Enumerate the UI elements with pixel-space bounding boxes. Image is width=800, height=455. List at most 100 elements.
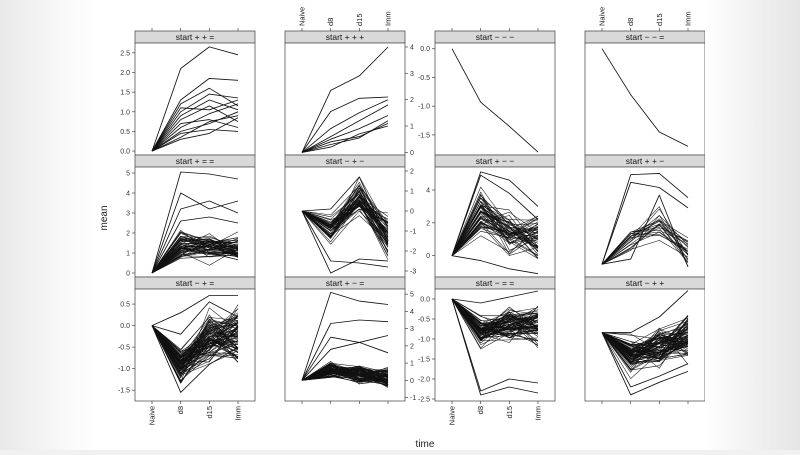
series-line [301, 205, 389, 241]
series-line [151, 239, 239, 274]
x-tick-label-bottom: d8 [176, 406, 185, 414]
series-line [301, 374, 389, 381]
series-line [451, 204, 539, 256]
x-tick-label-bottom: d15 [205, 406, 214, 419]
panel-title: start + + + [326, 32, 365, 42]
y-tick-label: -0.5 [418, 317, 430, 324]
series-line [451, 211, 539, 256]
series-line [601, 332, 689, 356]
series-line [451, 298, 539, 331]
series-line [601, 332, 689, 355]
series-group [151, 171, 239, 274]
series-line [301, 99, 389, 153]
y-tick-label: 5 [410, 292, 414, 299]
x-tick-label-top: Naive [298, 7, 307, 26]
y-tick-label: 1 [410, 124, 414, 131]
x-tick-label-bottom: Imm [234, 406, 243, 421]
panel-title: start + − = [326, 278, 365, 288]
series-line [451, 290, 539, 304]
series-line [451, 174, 539, 256]
panel-title: start − + − [326, 156, 365, 166]
series-line [301, 335, 389, 381]
series-line [301, 370, 389, 381]
series-line [301, 362, 389, 381]
series-group [451, 48, 539, 153]
series-line [451, 298, 539, 396]
series-line [301, 364, 389, 387]
y-tick-label: -0.5 [118, 345, 130, 352]
x-tick-label-bottom: Naive [448, 406, 457, 425]
panel-title: start − + + [626, 278, 665, 288]
series-line [451, 298, 539, 345]
series-line [301, 341, 389, 381]
series-line [601, 332, 689, 356]
series-line [451, 171, 539, 256]
y-tick-label: 4 [126, 191, 130, 198]
y-tick-label: 3 [410, 71, 414, 78]
blurred-background-left [0, 0, 95, 450]
series-line [151, 77, 239, 152]
panel-frame [134, 42, 256, 156]
series-line [151, 200, 239, 274]
y-tick-label: 0 [126, 271, 130, 278]
series-group [151, 46, 239, 152]
series-line [301, 46, 389, 153]
y-tick-label: 4 [426, 187, 430, 194]
y-tick-label: 0.0 [420, 297, 430, 304]
series-line [151, 117, 239, 152]
y-tick-label: 2 [410, 343, 414, 350]
y-tick-label: 0 [410, 209, 414, 216]
series-line [151, 230, 239, 274]
series-line [451, 224, 539, 256]
series-line [601, 181, 689, 265]
y-tick-label: -1 [410, 395, 416, 402]
panel: start − + − 2 1 0 -1 -2 -3 [284, 154, 416, 278]
series-line [151, 192, 239, 274]
series-line [151, 314, 239, 366]
series-line [601, 332, 689, 388]
panel: start + − − 0 2 4 [426, 154, 556, 278]
series-line [301, 96, 389, 153]
y-axis-label: mean [99, 205, 110, 230]
series-line [151, 325, 239, 376]
x-tick-label-top: Imm [684, 11, 693, 26]
series-line [602, 290, 689, 334]
series-group [301, 291, 389, 388]
series-line [151, 321, 239, 374]
series-line [151, 252, 239, 274]
series-line [601, 332, 689, 349]
series-group [151, 295, 239, 393]
panel-title: start − − − [476, 32, 515, 42]
series-line [301, 120, 389, 153]
series-line [601, 218, 689, 265]
series-line [601, 331, 689, 357]
lattice-chart: start + + = 0.0 0.5 1.0 1.5 2.0 2.5 start + + +… [99, 7, 722, 450]
series-line [451, 211, 539, 256]
series-line [301, 203, 389, 227]
series-line [301, 361, 389, 385]
series-line [151, 99, 239, 152]
y-tick-label: -1.0 [418, 337, 430, 344]
panel: start + + + 0 1 2 3 4 [284, 28, 414, 157]
y-tick-label: -1.0 [418, 104, 430, 111]
series-line [301, 205, 389, 226]
series-line [151, 317, 239, 350]
y-tick-label: 0.5 [120, 129, 130, 136]
series-line [301, 367, 389, 381]
panel-title: start + = = [176, 156, 215, 166]
series-line [151, 115, 239, 152]
series-line [451, 222, 539, 256]
y-tick-label: -3 [410, 269, 416, 276]
series-line [151, 46, 239, 152]
series-line [151, 231, 239, 274]
y-tick-label: 4 [410, 309, 414, 316]
y-tick-label: 0 [410, 150, 414, 157]
series-line [151, 216, 239, 274]
series-group [451, 290, 539, 396]
y-tick-label: 3 [410, 326, 414, 333]
series-line [601, 224, 689, 265]
y-tick-label: 2.0 [120, 70, 130, 77]
y-tick-label: 1.0 [120, 109, 130, 116]
series-line [601, 332, 689, 379]
blurred-background-right [705, 0, 800, 450]
